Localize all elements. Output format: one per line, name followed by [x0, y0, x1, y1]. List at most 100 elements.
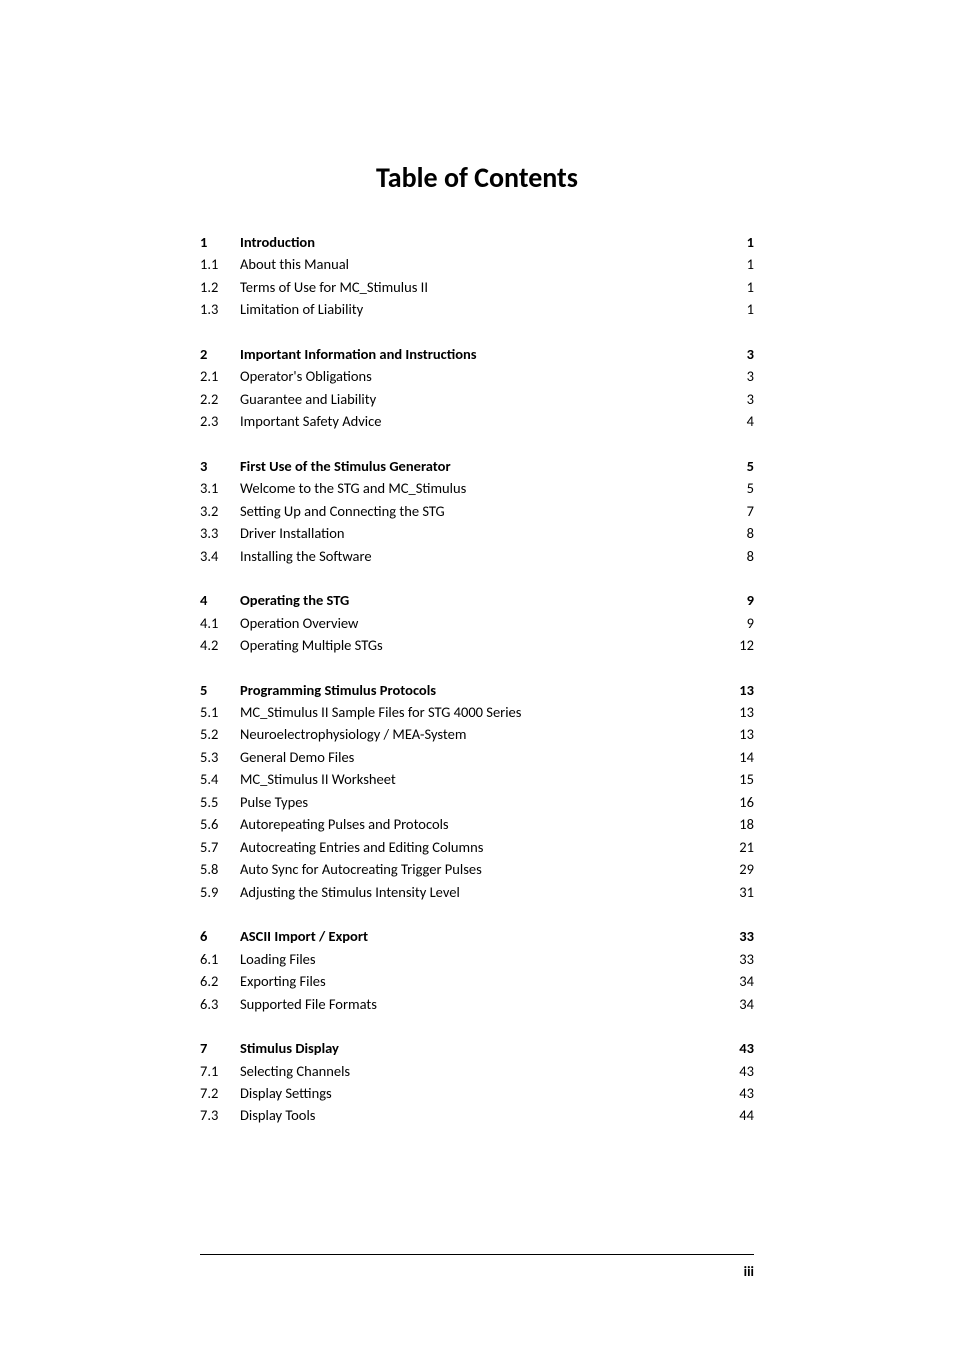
toc-item-label: General Demo Files	[240, 746, 724, 768]
toc-item-number: 3.3	[200, 522, 240, 544]
toc-item-number: 1.1	[200, 253, 240, 275]
toc-item: 5.7Autocreating Entries and Editing Colu…	[200, 836, 754, 858]
toc-item-number: 7.3	[200, 1104, 240, 1126]
toc-item: 3.1Welcome to the STG and MC_Stimulus5	[200, 477, 754, 499]
toc-item-page: 3	[724, 388, 754, 410]
toc-item-page: 31	[724, 881, 754, 903]
toc-section-header: 7Stimulus Display43	[200, 1037, 754, 1059]
toc-section-label: Introduction	[240, 231, 724, 253]
toc-item: 7.2Display Settings43	[200, 1082, 754, 1104]
toc-section-header: 4Operating the STG9	[200, 589, 754, 611]
toc-item-page: 43	[724, 1060, 754, 1082]
toc-item-label: Operating Multiple STGs	[240, 634, 724, 656]
toc-item-number: 5.5	[200, 791, 240, 813]
toc-section: 1Introduction11.1About this Manual11.2Te…	[200, 231, 754, 321]
toc-item-number: 3.4	[200, 545, 240, 567]
toc-item: 4.1Operation Overview9	[200, 612, 754, 634]
toc-section: 5Programming Stimulus Protocols135.1MC_S…	[200, 679, 754, 904]
toc-item-number: 5.4	[200, 768, 240, 790]
toc-item-number: 5.2	[200, 723, 240, 745]
toc-item-page: 13	[724, 701, 754, 723]
toc-section: 6ASCII Import / Export336.1Loading Files…	[200, 925, 754, 1015]
toc-section-label: Operating the STG	[240, 589, 724, 611]
toc-item-number: 5.1	[200, 701, 240, 723]
toc-item-label: Operation Overview	[240, 612, 724, 634]
toc-item-number: 2.2	[200, 388, 240, 410]
toc-item: 7.1Selecting Channels43	[200, 1060, 754, 1082]
toc-item-page: 16	[724, 791, 754, 813]
toc-item-label: Display Settings	[240, 1082, 724, 1104]
toc-item-label: Auto Sync for Autocreating Trigger Pulse…	[240, 858, 724, 880]
toc-section-label: First Use of the Stimulus Generator	[240, 455, 724, 477]
toc-item: 6.2Exporting Files34	[200, 970, 754, 992]
toc-item-page: 12	[724, 634, 754, 656]
toc-item-number: 2.1	[200, 365, 240, 387]
toc-item: 3.2Setting Up and Connecting the STG7	[200, 500, 754, 522]
toc-section-number: 4	[200, 589, 240, 611]
toc-section: 7Stimulus Display437.1Selecting Channels…	[200, 1037, 754, 1127]
toc-item-number: 3.1	[200, 477, 240, 499]
toc-section-header: 1Introduction1	[200, 231, 754, 253]
toc-item-page: 7	[724, 500, 754, 522]
toc-section-number: 6	[200, 925, 240, 947]
toc-item: 7.3Display Tools44	[200, 1104, 754, 1126]
toc-item-label: Terms of Use for MC_Stimulus II	[240, 276, 724, 298]
toc-item-number: 2.3	[200, 410, 240, 432]
toc-item: 5.2Neuroelectrophysiology / MEA-System13	[200, 723, 754, 745]
toc-item: 3.3Driver Installation8	[200, 522, 754, 544]
toc-item-page: 21	[724, 836, 754, 858]
toc-item: 5.9Adjusting the Stimulus Intensity Leve…	[200, 881, 754, 903]
toc-item-page: 34	[724, 970, 754, 992]
toc-section-page: 13	[724, 679, 754, 701]
toc-section-number: 2	[200, 343, 240, 365]
toc-item-label: Operator's Obligations	[240, 365, 724, 387]
toc-item-page: 29	[724, 858, 754, 880]
toc-item: 4.2Operating Multiple STGs12	[200, 634, 754, 656]
toc-item-label: Installing the Software	[240, 545, 724, 567]
toc-section: 3First Use of the Stimulus Generator53.1…	[200, 455, 754, 567]
toc-item-number: 5.9	[200, 881, 240, 903]
toc-section: 2Important Information and Instructions3…	[200, 343, 754, 433]
toc-section-number: 7	[200, 1037, 240, 1059]
toc-item-number: 5.8	[200, 858, 240, 880]
toc-item-label: Limitation of Liability	[240, 298, 724, 320]
toc-item: 6.1Loading Files33	[200, 948, 754, 970]
toc-item-label: Important Safety Advice	[240, 410, 724, 432]
toc-item: 2.2Guarantee and Liability3	[200, 388, 754, 410]
toc-item: 2.3Important Safety Advice4	[200, 410, 754, 432]
toc-item: 5.8Auto Sync for Autocreating Trigger Pu…	[200, 858, 754, 880]
toc-item-page: 43	[724, 1082, 754, 1104]
toc-item-label: Welcome to the STG and MC_Stimulus	[240, 477, 724, 499]
toc-item-page: 3	[724, 365, 754, 387]
toc-section-page: 43	[724, 1037, 754, 1059]
toc-item: 6.3Supported File Formats34	[200, 993, 754, 1015]
toc-item-page: 1	[724, 253, 754, 275]
toc-section-page: 5	[724, 455, 754, 477]
toc-item-label: Autocreating Entries and Editing Columns	[240, 836, 724, 858]
toc-section-label: Programming Stimulus Protocols	[240, 679, 724, 701]
toc-item: 5.3General Demo Files14	[200, 746, 754, 768]
toc-item-label: Display Tools	[240, 1104, 724, 1126]
toc-item-number: 5.6	[200, 813, 240, 835]
toc-section-number: 3	[200, 455, 240, 477]
toc-item-page: 8	[724, 522, 754, 544]
toc-section-header: 3First Use of the Stimulus Generator5	[200, 455, 754, 477]
toc-container: 1Introduction11.1About this Manual11.2Te…	[200, 231, 754, 1127]
toc-section-page: 3	[724, 343, 754, 365]
toc-item-number: 4.2	[200, 634, 240, 656]
toc-item-label: About this Manual	[240, 253, 724, 275]
toc-section-label: ASCII Import / Export	[240, 925, 724, 947]
toc-item-label: Pulse Types	[240, 791, 724, 813]
toc-item-number: 6.3	[200, 993, 240, 1015]
toc-item: 5.1MC_Stimulus II Sample Files for STG 4…	[200, 701, 754, 723]
toc-section-header: 6ASCII Import / Export33	[200, 925, 754, 947]
toc-item-label: Selecting Channels	[240, 1060, 724, 1082]
toc-item-label: Neuroelectrophysiology / MEA-System	[240, 723, 724, 745]
toc-item-number: 6.2	[200, 970, 240, 992]
toc-item-number: 7.2	[200, 1082, 240, 1104]
toc-item-number: 6.1	[200, 948, 240, 970]
toc-item: 2.1Operator's Obligations3	[200, 365, 754, 387]
toc-section-page: 33	[724, 925, 754, 947]
toc-item: 1.2Terms of Use for MC_Stimulus II1	[200, 276, 754, 298]
toc-item-page: 33	[724, 948, 754, 970]
